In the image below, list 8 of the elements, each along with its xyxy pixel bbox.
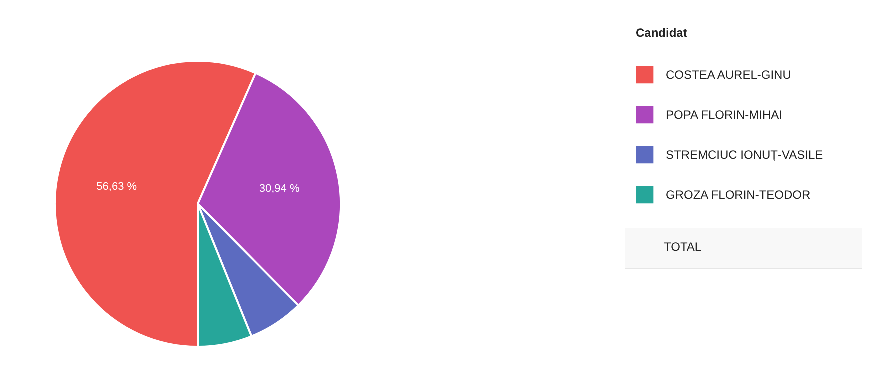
data-label: 30,94 % [259, 182, 300, 195]
legend-label: STREMCIUC IONUȚ-VASILE [666, 148, 824, 162]
text: TOTAL [664, 240, 702, 254]
legend-title: Candidat [636, 26, 688, 40]
legend-label: COSTEA AUREL-GINU [666, 68, 792, 82]
legend-label: GROZA FLORIN-TEODOR [666, 188, 812, 202]
legend-label: POPA FLORIN-MIHAI [666, 108, 782, 122]
data-label: 56,63 % [96, 180, 138, 193]
